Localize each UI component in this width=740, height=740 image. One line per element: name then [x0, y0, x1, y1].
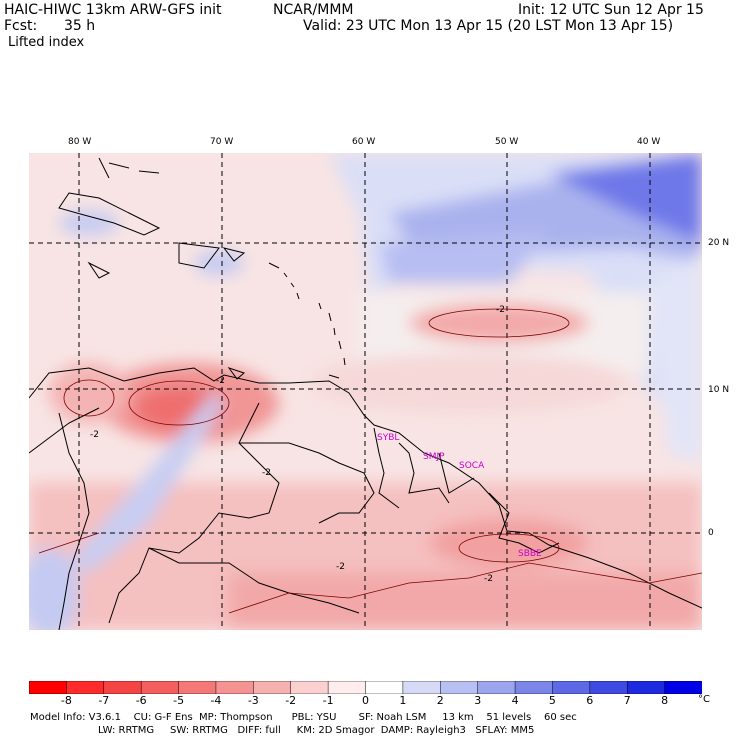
station-label-smjp: SMJP	[423, 452, 445, 462]
colorbar-tick-label: -6	[135, 694, 147, 707]
colorbar-swatch	[477, 681, 516, 694]
forecast-hour: 35 h	[64, 18, 96, 34]
colorbar-tick-label: 3	[474, 694, 482, 707]
colorbar-swatch	[103, 681, 142, 694]
contour-label: -2	[496, 305, 505, 315]
colorbar	[29, 681, 702, 694]
lifted-index-map	[29, 153, 702, 630]
colorbar-swatch	[589, 681, 628, 694]
lat-label-20n: 20 N	[708, 238, 730, 248]
colorbar-swatch	[552, 681, 591, 694]
lat-label-10n: 10 N	[708, 385, 730, 395]
colorbar-swatch	[626, 681, 666, 694]
colorbar-tick-label: -3	[247, 694, 259, 707]
init-time: Init: 12 UTC Sun 12 Apr 15	[518, 2, 704, 18]
contour-label: -2	[90, 430, 99, 440]
colorbar-unit: °C	[698, 694, 710, 705]
colorbar-swatch	[664, 681, 702, 694]
colorbar-swatch	[215, 681, 255, 694]
colorbar-tick-label: 5	[548, 694, 556, 707]
contours	[38, 308, 702, 614]
colorbar-swatch	[327, 681, 367, 694]
model-info-line1: Model Info: V3.6.1 CU: G-F Ens MP: Thomp…	[30, 712, 577, 723]
forecast-label: Fcst:	[4, 18, 38, 34]
colorbar-swatch	[514, 681, 554, 694]
colorbar-tick-label: 6	[586, 694, 594, 707]
center-label: NCAR/MMM	[273, 2, 354, 18]
model-title: HAIC-HIWC 13km ARW-GFS init	[4, 2, 222, 18]
contour-label: -2	[262, 468, 271, 478]
colorbar-swatch	[178, 681, 217, 694]
valid-time: Valid: 23 UTC Mon 13 Apr 15 (20 LST Mon …	[303, 18, 674, 34]
colorbar-tick-label: -2	[285, 694, 297, 707]
colorbar-swatch	[402, 681, 442, 694]
colorbar-tick-label: 0	[362, 694, 369, 707]
contour-label: -2	[484, 574, 493, 584]
colorbar-tick-label: 8	[661, 694, 669, 707]
colorbar-tick-label: -7	[98, 694, 110, 707]
lon-label-40w: 40 W	[637, 137, 661, 147]
colorbar-swatch	[29, 681, 68, 694]
colorbar-tick-label: -5	[173, 694, 185, 707]
model-info-line2: LW: RRTMG SW: RRTMG DIFF: full KM: 2D Sm…	[98, 725, 535, 736]
station-label-soca: SOCA	[459, 461, 485, 471]
colorbar-swatch	[440, 681, 479, 694]
colorbar-swatch	[290, 681, 329, 694]
colorbar-tick-label: 4	[511, 694, 519, 707]
station-label-sbbe: SBBE	[518, 549, 542, 559]
colorbar-tick-label: -1	[322, 694, 334, 707]
colorbar-tick-label: -4	[210, 694, 222, 707]
colorbar-swatch	[365, 681, 404, 694]
colorbar-tick-label: -8	[60, 694, 72, 707]
lon-label-60w: 60 W	[352, 137, 376, 147]
lon-label-70w: 70 W	[210, 137, 234, 147]
colorbar-swatch	[140, 681, 180, 694]
colorbar-tick-label: 2	[436, 694, 444, 707]
colorbar-swatch	[253, 681, 292, 694]
lat-label-0: 0	[708, 528, 714, 538]
coastlines	[29, 157, 702, 630]
field-name: Lifted index	[8, 35, 85, 50]
colorbar-tick-label: 1	[399, 694, 407, 707]
contour-label: -2	[216, 376, 225, 386]
colorbar-swatch	[66, 681, 105, 694]
lon-label-80w: 80 W	[68, 137, 92, 147]
lon-label-50w: 50 W	[495, 137, 519, 147]
colorbar-tick-label: 7	[623, 694, 631, 707]
station-label-sybl: SYBL	[377, 433, 400, 443]
contour-label: -2	[336, 562, 345, 572]
